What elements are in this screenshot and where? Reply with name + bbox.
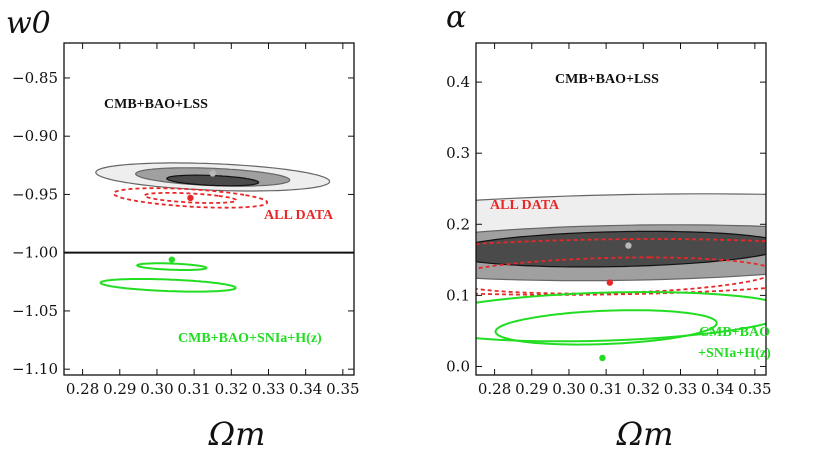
left-y-tick-label: −1.05 [12, 302, 58, 320]
left-y-tick-label: −1.10 [12, 360, 58, 378]
right-plot-frame [475, 42, 767, 376]
left-x-tick-label: 0.35 [326, 380, 359, 398]
right-y-tick-label: 0.2 [446, 215, 470, 233]
right-x-tick-label: 0.31 [589, 380, 622, 398]
left-alldata-contour-1sigma [143, 192, 238, 204]
left-contours [95, 162, 331, 293]
right-bestfit-lss [625, 242, 632, 249]
right-label-snia-line1: CMB+BAO [699, 325, 770, 340]
left-bestfit-lss [209, 170, 216, 177]
right-contours [476, 193, 766, 346]
left-y-tick-label: −0.85 [12, 69, 58, 87]
left-label-cmb-bao-snia-hz: CMB+BAO+SNIa+H(z) [178, 331, 322, 346]
right-x-tick-label: 0.30 [552, 380, 585, 398]
right-snia-contour-1sigma [494, 309, 718, 346]
left-y-axis-label: w0 [6, 6, 51, 41]
right-y-tick-label: 0.0 [446, 357, 470, 375]
right-y-ticks: 0.0 0.1 0.2 0.3 0.4 [446, 73, 766, 375]
right-label-cmb-bao-lss: CMB+BAO+LSS [555, 72, 659, 87]
left-plot-frame [63, 42, 355, 376]
right-bestfit-snia [599, 354, 606, 362]
left-x-tick-label: 0.28 [66, 380, 99, 398]
right-x-tick-label: 0.35 [738, 380, 771, 398]
left-snia-contour-2sigma [99, 278, 237, 293]
right-x-ticks: 0.28 0.29 0.30 0.31 0.32 0.33 0.34 0.35 [478, 43, 772, 398]
left-x-ticks: 0.28 0.29 0.30 0.31 0.32 0.33 0.34 0.35 [66, 43, 360, 398]
left-x-axis-label: Ωm [208, 415, 266, 453]
left-y-ticks: −0.85 −0.90 −0.95 −1.00 −1.05 −1.10 [12, 69, 354, 378]
left-label-all-data: ALL DATA [264, 208, 334, 223]
left-x-tick-label: 0.34 [289, 380, 322, 398]
left-y-tick-label: −0.90 [12, 127, 58, 145]
left-markers [64, 170, 354, 263]
right-y-tick-label: 0.3 [446, 144, 470, 162]
left-bestfit-snia [168, 256, 176, 263]
left-y-tick-label: −1.00 [12, 244, 58, 262]
right-snia-contour-2sigma [476, 291, 766, 343]
left-x-tick-label: 0.31 [177, 380, 210, 398]
left-bestfit-all [187, 194, 194, 202]
left-x-tick-label: 0.32 [215, 380, 248, 398]
right-bestfit-all [606, 279, 614, 286]
right-x-tick-label: 0.29 [515, 380, 548, 398]
left-x-tick-label: 0.29 [103, 380, 136, 398]
right-panel: 0.28 0.29 0.30 0.31 0.32 0.33 0.34 0.35 0.00.10… [446, 0, 772, 453]
left-lss-contour-1sigma [166, 174, 260, 187]
left-panel: 0.28 0.29 0.30 0.31 0.32 0.33 0.34 0.35 −0.85−0… [6, 6, 360, 453]
left-x-tick-label: 0.30 [140, 380, 173, 398]
right-y-axis-label: α [446, 0, 466, 35]
right-y-tick-label: 0.4 [446, 73, 470, 91]
left-label-cmb-bao-lss: CMB+BAO+LSS [104, 97, 208, 112]
right-x-tick-label: 0.32 [627, 380, 660, 398]
left-snia-contour-1sigma [136, 262, 208, 271]
right-x-axis-label: Ωm [616, 415, 674, 453]
left-y-tick-label: −0.95 [12, 185, 58, 203]
right-x-tick-label: 0.34 [701, 380, 734, 398]
right-label-all-data: ALL DATA [490, 198, 560, 213]
right-markers [599, 242, 632, 362]
right-x-tick-label: 0.28 [478, 380, 511, 398]
right-label-snia-line2: +SNIa+H(z) [698, 346, 771, 361]
left-alldata-contour-2sigma [112, 187, 268, 209]
left-x-tick-label: 0.33 [252, 380, 285, 398]
right-x-tick-label: 0.33 [664, 380, 697, 398]
right-y-tick-label: 0.1 [446, 286, 470, 304]
